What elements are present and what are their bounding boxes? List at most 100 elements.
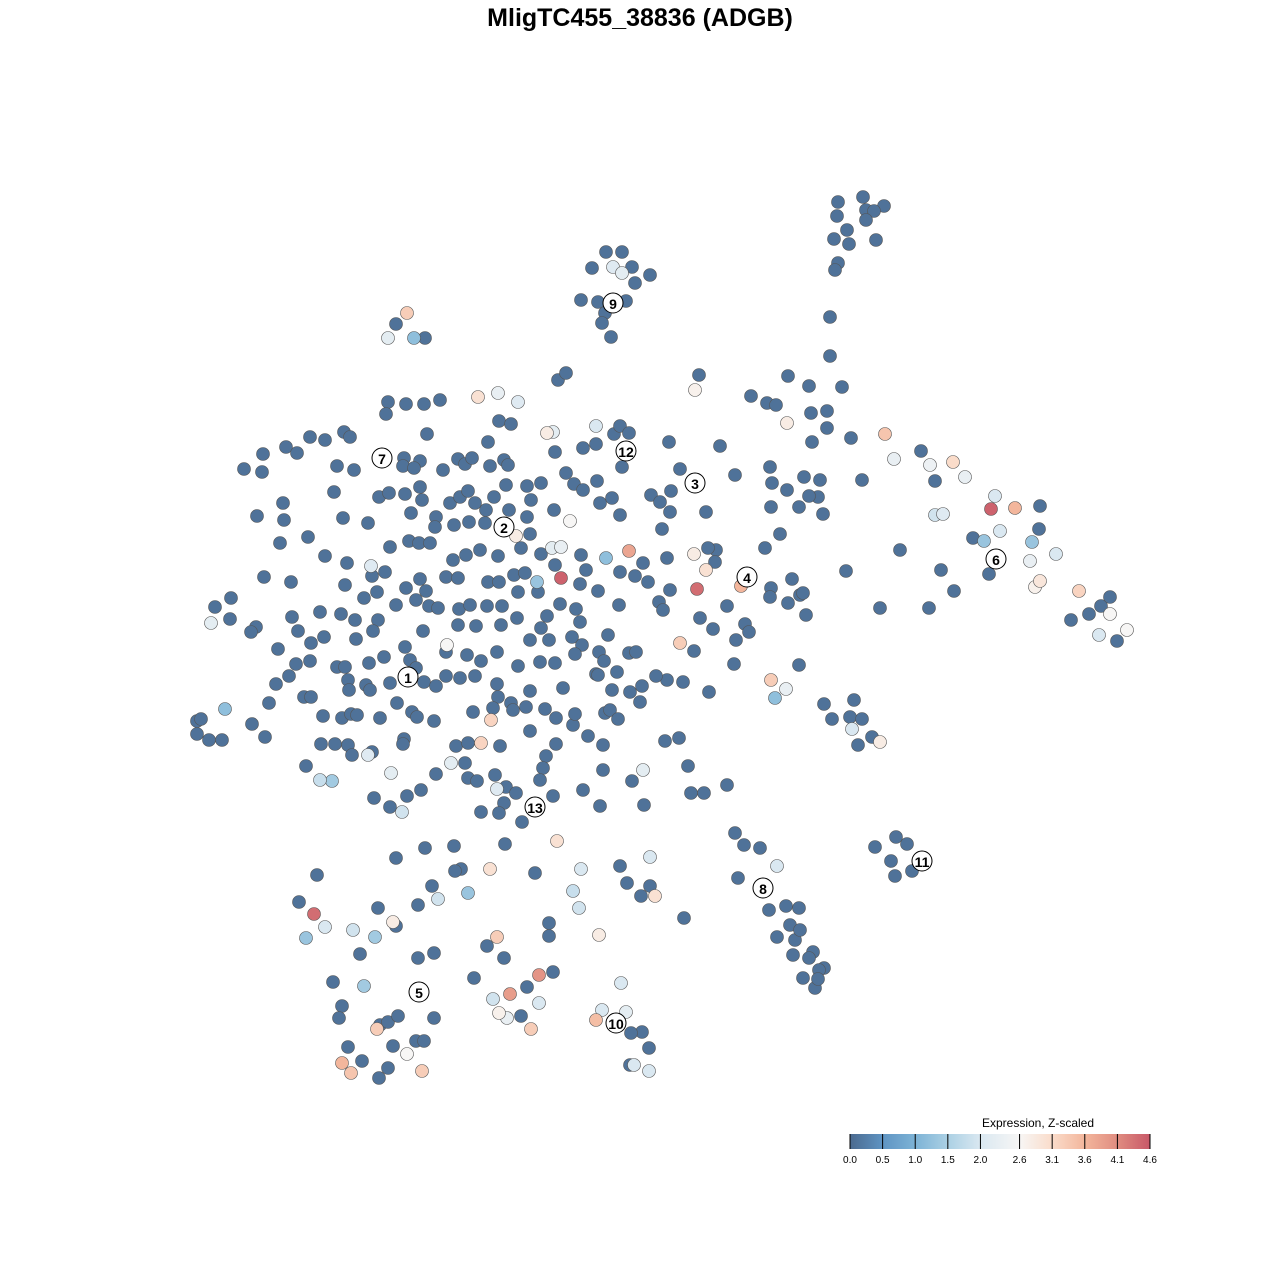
data-point (664, 484, 678, 498)
colorbar-legend: Expression, Z-scaled 0.0 0.5 1.0 1.5 2.0 2.6 3… (843, 1116, 1157, 1166)
data-point (399, 397, 413, 411)
data-point (727, 657, 741, 671)
data-point (873, 735, 887, 749)
cluster-label-8: 8 (752, 877, 774, 899)
data-point (462, 515, 476, 529)
data-point (708, 555, 722, 569)
data-point (528, 866, 542, 880)
data-point (340, 556, 354, 570)
data-point (802, 951, 816, 965)
data-point (313, 773, 327, 787)
data-point (411, 898, 425, 912)
data-point (400, 1047, 414, 1061)
data-point (614, 976, 628, 990)
data-point (548, 445, 562, 459)
data-point (763, 590, 777, 604)
data-point (988, 489, 1002, 503)
data-point (591, 584, 605, 598)
data-point (530, 575, 544, 589)
cluster-label-badge (371, 447, 393, 469)
data-point (373, 711, 387, 725)
data-point (398, 640, 412, 654)
data-point (257, 570, 271, 584)
data-point (466, 705, 480, 719)
data-point (574, 862, 588, 876)
data-point (590, 474, 604, 488)
data-point (1082, 607, 1096, 621)
data-point (488, 768, 502, 782)
data-point (470, 774, 484, 788)
data-point (440, 638, 454, 652)
cluster-label-text: 10 (608, 1016, 624, 1032)
data-point (443, 496, 457, 510)
data-point (593, 496, 607, 510)
data-point (797, 470, 811, 484)
data-point (878, 427, 892, 441)
data-point (414, 783, 428, 797)
data-point (820, 404, 834, 418)
data-point (843, 710, 857, 724)
data-point (468, 496, 482, 510)
data-point (480, 939, 494, 953)
data-point (291, 624, 305, 638)
data-point (468, 669, 482, 683)
data-point (465, 451, 479, 465)
data-point (458, 756, 472, 770)
data-point (502, 503, 516, 517)
data-point (835, 380, 849, 394)
data-point (363, 683, 377, 697)
data-point (744, 389, 758, 403)
data-point (579, 563, 593, 577)
data-point (702, 685, 716, 699)
data-point (524, 1022, 538, 1036)
cluster-label-9: 9 (602, 292, 624, 314)
data-point (1103, 590, 1117, 604)
data-point (413, 480, 427, 494)
data-point (461, 484, 475, 498)
data-point (643, 850, 657, 864)
data-point (523, 684, 537, 698)
data-point (779, 682, 793, 696)
data-point (344, 1066, 358, 1080)
data-point (540, 609, 554, 623)
data-point (1094, 599, 1108, 613)
data-point (404, 506, 418, 520)
data-point (681, 759, 695, 773)
data-point (855, 712, 869, 726)
data-point (503, 987, 517, 1001)
data-point (802, 379, 816, 393)
data-point (792, 500, 806, 514)
data-point (383, 540, 397, 554)
data-point (625, 260, 639, 274)
cluster-label-text: 12 (618, 444, 634, 460)
data-point (811, 972, 825, 986)
cluster-label-4: 4 (736, 566, 758, 588)
data-point (473, 543, 487, 557)
data-point (511, 585, 525, 599)
data-point (1033, 499, 1047, 513)
data-point (511, 659, 525, 673)
data-point (585, 261, 599, 275)
data-point (762, 903, 776, 917)
data-point (487, 490, 501, 504)
data-point (946, 455, 960, 469)
data-point (478, 516, 492, 530)
data-point (448, 864, 462, 878)
data-point (923, 458, 937, 472)
data-point (381, 1015, 395, 1029)
data-point (677, 911, 691, 925)
data-point (250, 509, 264, 523)
cluster-label-text: 4 (743, 570, 751, 586)
cluster-label-6: 6 (985, 548, 1007, 570)
data-point (615, 266, 629, 280)
data-point (576, 441, 590, 455)
data-point (399, 581, 413, 595)
data-point (347, 463, 361, 477)
data-point (634, 889, 648, 903)
data-point (467, 971, 481, 985)
data-point (928, 474, 942, 488)
data-point (559, 466, 573, 480)
data-point (304, 690, 318, 704)
data-point (534, 547, 548, 561)
data-point (636, 556, 650, 570)
